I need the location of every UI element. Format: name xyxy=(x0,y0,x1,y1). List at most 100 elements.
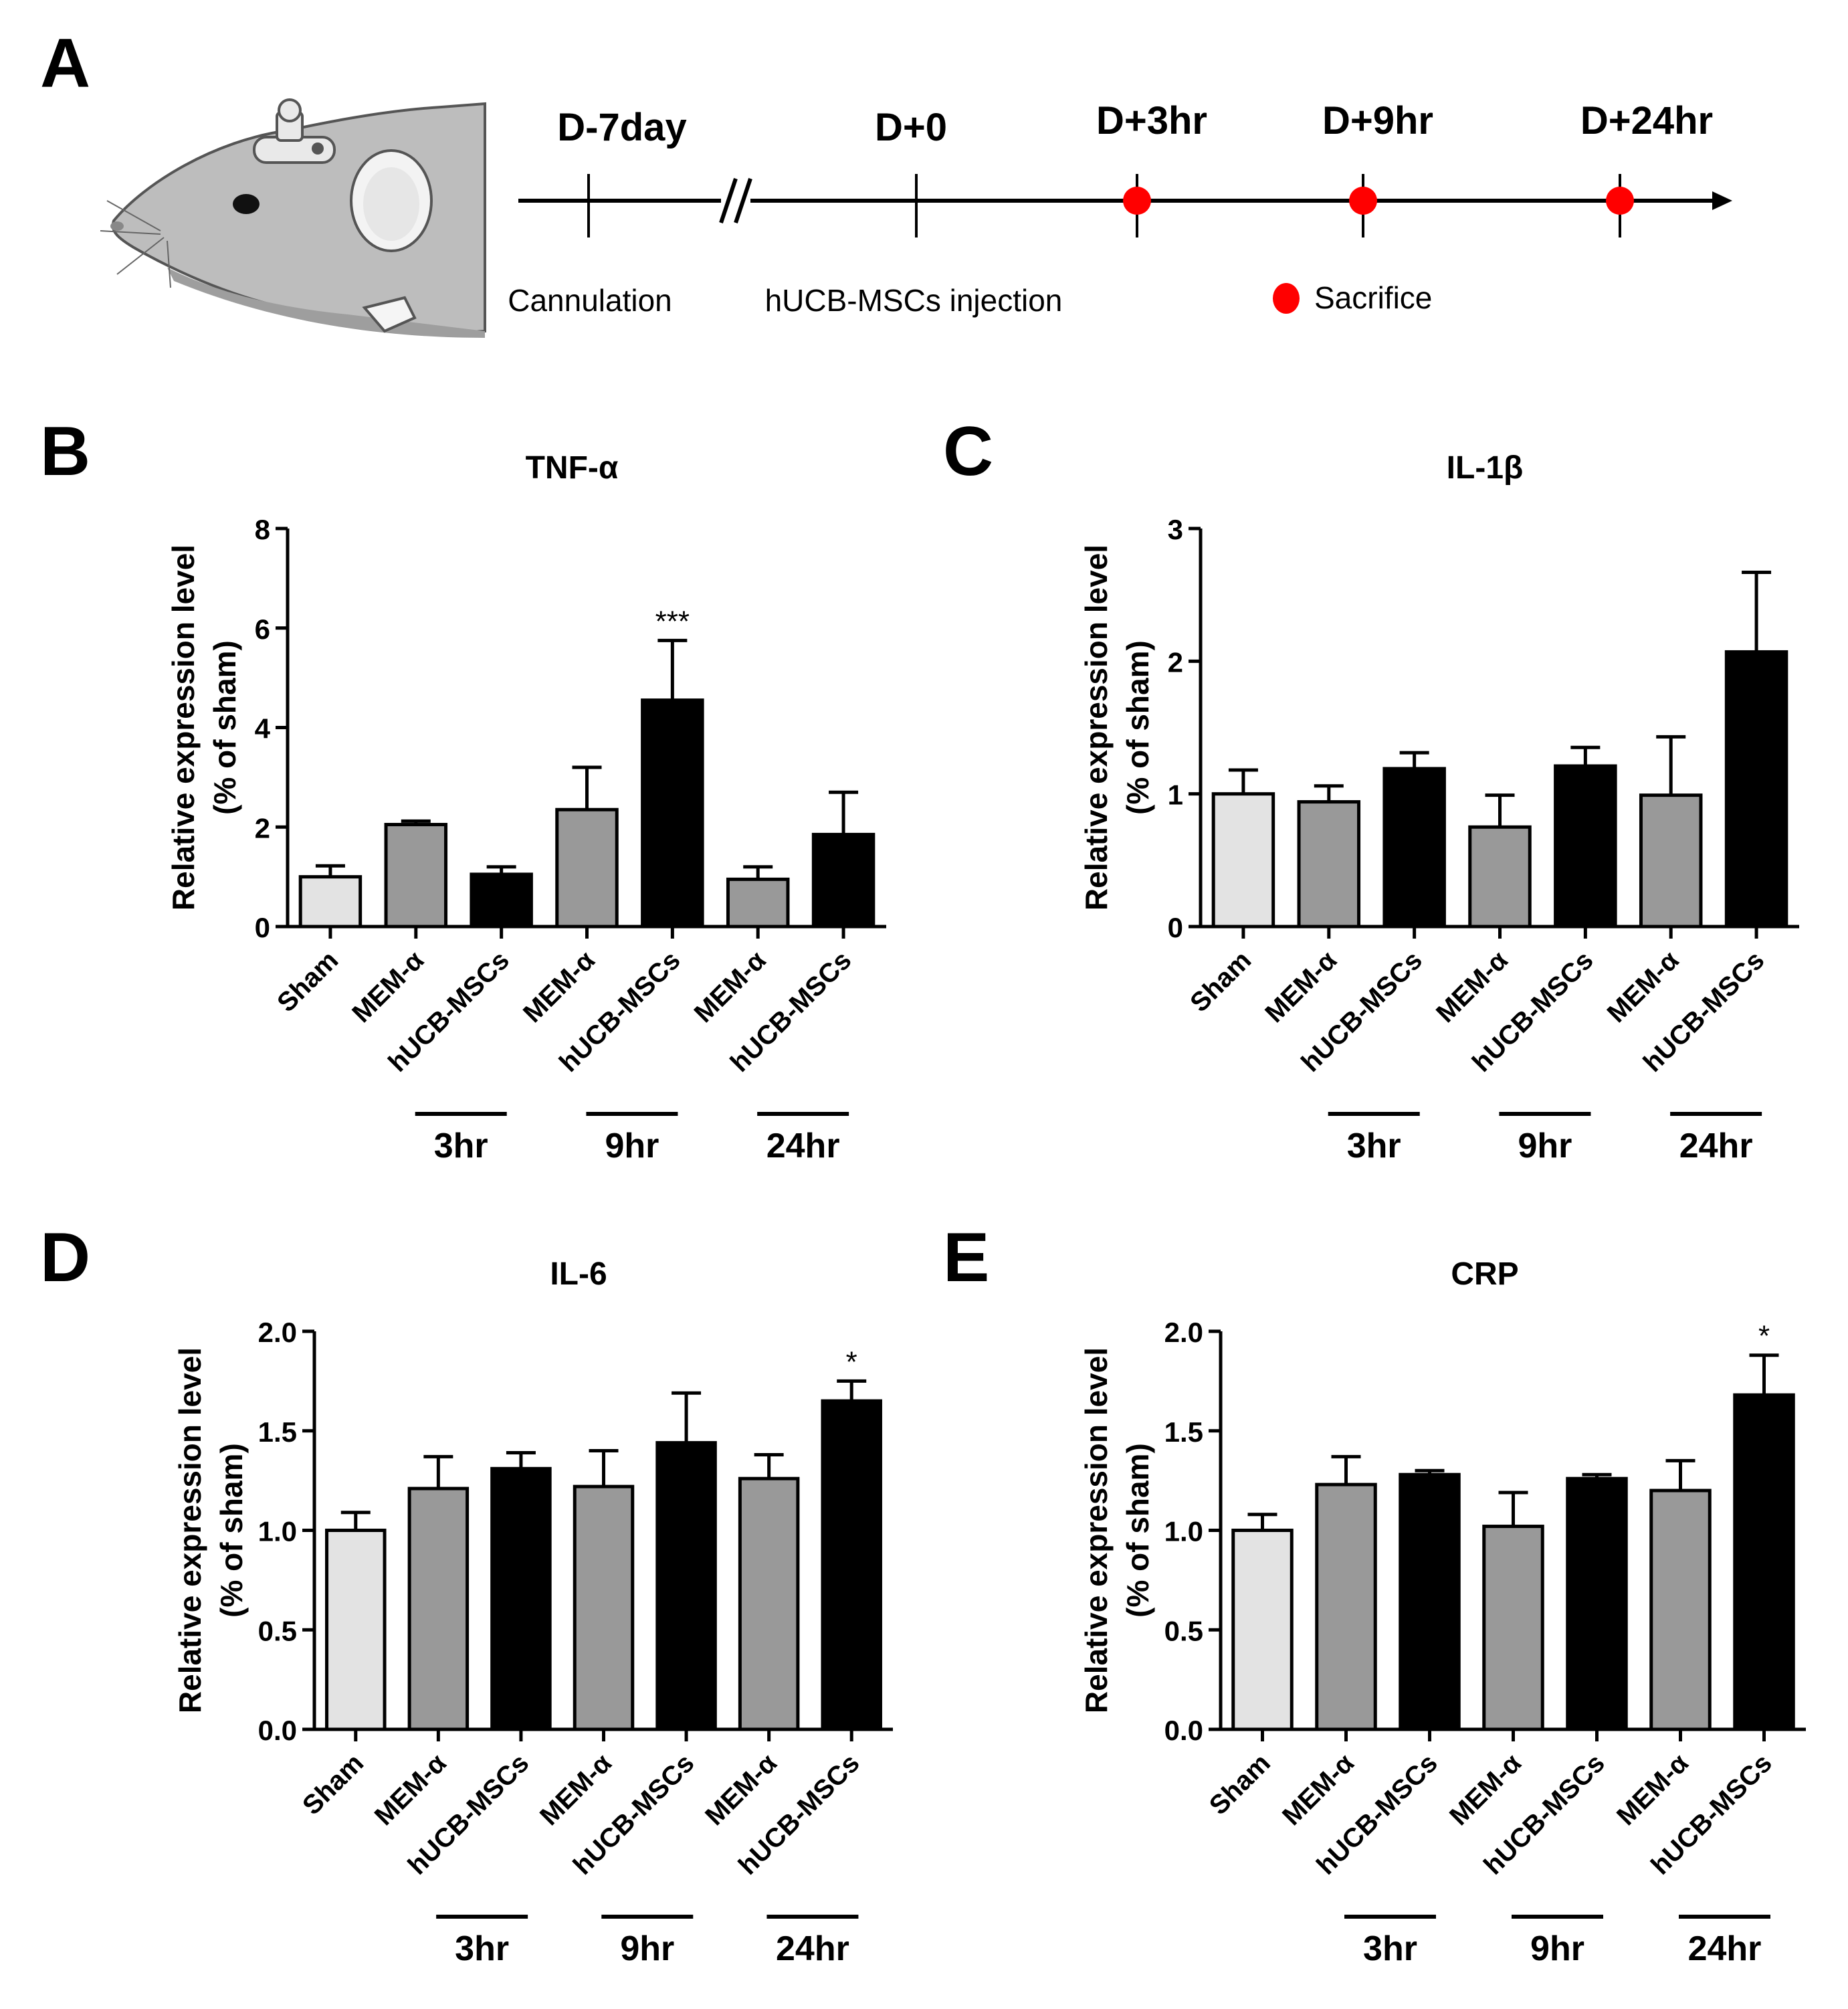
timepoint-label: D+0 xyxy=(875,106,947,149)
timepoint-label: D+24hr xyxy=(1580,99,1713,142)
chart-plot: 0 2 4 6 8 Relative expression level (% of sham… xyxy=(166,514,886,1165)
bar xyxy=(821,1399,882,1731)
bar xyxy=(1399,1472,1461,1731)
group-label: 24hr xyxy=(1679,1127,1753,1165)
y-tick-label: 0 xyxy=(1168,912,1183,943)
y-tick-label: 4 xyxy=(255,713,271,745)
bar xyxy=(555,807,619,929)
bar xyxy=(1382,767,1446,929)
x-tick-label: MEM-α xyxy=(1277,1748,1360,1831)
y-axis-label: Relative expression level xyxy=(173,1347,207,1713)
x-tick-label: MEM-α xyxy=(518,945,601,1028)
x-tick-label: Sham xyxy=(1204,1748,1276,1820)
x-tick-label: Sham xyxy=(297,1748,369,1820)
red-dot-icon xyxy=(1273,283,1300,314)
timepoint-label: D-7day xyxy=(557,106,686,149)
y-tick-label: 1.5 xyxy=(1164,1416,1203,1448)
x-tick-label: MEM-α xyxy=(700,1748,783,1831)
panel-e-label: E xyxy=(943,1219,989,1297)
rat-head-with-cannula-icon xyxy=(100,98,486,338)
axis-break-icon xyxy=(719,178,752,223)
bar xyxy=(1649,1489,1712,1731)
x-tick-label: MEM-α xyxy=(346,945,429,1028)
group-label: 24hr xyxy=(766,1127,840,1165)
y-axis-label: Relative expression level xyxy=(1079,545,1114,911)
event-label-cannulation: Cannulation xyxy=(508,283,672,318)
chart-plot: 0.0 0.5 1.0 1.5 2.0 Relative expression level… xyxy=(173,1317,893,1968)
bar xyxy=(1639,793,1703,929)
x-tick-label: MEM-α xyxy=(689,945,772,1028)
y-tick-label: 1.0 xyxy=(1164,1516,1203,1547)
y-tick-label: 8 xyxy=(255,514,270,545)
bar xyxy=(641,698,704,929)
event-label-injection: hUCB-MSCs injection xyxy=(765,283,1063,318)
significance-marker: * xyxy=(1758,1320,1770,1353)
y-tick-label: 2.0 xyxy=(1164,1317,1203,1348)
y-axis-label-unit: (% of sham) xyxy=(1120,640,1155,815)
bar xyxy=(407,1487,470,1731)
bar xyxy=(726,877,790,929)
x-tick-label: Sham xyxy=(272,945,344,1018)
bar xyxy=(384,823,448,929)
y-tick-label: 1.5 xyxy=(258,1416,297,1448)
chart-title: IL-6 xyxy=(550,1256,607,1292)
timepoint-label: D+9hr xyxy=(1322,99,1433,142)
sacrifice-dot-24hr xyxy=(1606,187,1634,215)
bar xyxy=(490,1466,552,1731)
sacrifice-legend-label: Sacrifice xyxy=(1314,280,1432,315)
panel-b: B TNF-α 0 2 4 6 8 Relative expression level (%… xyxy=(40,413,886,1165)
bar xyxy=(325,1529,387,1731)
bar xyxy=(1297,800,1361,929)
bar xyxy=(811,832,876,929)
group-label: 24hr xyxy=(776,1929,849,1968)
y-tick-label: 6 xyxy=(255,613,270,645)
bar xyxy=(738,1476,800,1731)
bar xyxy=(655,1441,717,1731)
bar xyxy=(298,875,363,929)
group-label: 9hr xyxy=(620,1929,674,1968)
timepoint-label: D+3hr xyxy=(1096,99,1207,142)
panel-d-label: D xyxy=(40,1219,90,1297)
bar xyxy=(1566,1476,1628,1731)
y-axis-label-unit: (% of sham) xyxy=(207,640,242,815)
panel-b-label: B xyxy=(40,413,90,490)
y-tick-label: 0.5 xyxy=(258,1615,297,1646)
x-tick-label: Sham xyxy=(1185,945,1257,1018)
x-tick-label: MEM-α xyxy=(1602,945,1685,1028)
chart-title: CRP xyxy=(1451,1256,1518,1292)
y-tick-label: 0 xyxy=(255,912,270,943)
y-tick-label: 0.0 xyxy=(1164,1715,1203,1746)
sacrifice-dot-3hr xyxy=(1123,187,1151,215)
panel-a-label: A xyxy=(40,25,90,102)
y-tick-label: 2 xyxy=(1168,646,1183,678)
significance-marker: * xyxy=(846,1345,857,1378)
group-label: 9hr xyxy=(605,1127,659,1165)
y-tick-label: 0.5 xyxy=(1164,1615,1203,1646)
y-tick-label: 2.0 xyxy=(258,1317,297,1348)
group-label: 3hr xyxy=(1347,1127,1401,1165)
group-label: 3hr xyxy=(1363,1929,1417,1968)
bar xyxy=(1554,764,1617,929)
y-tick-label: 2 xyxy=(255,812,270,844)
group-label: 24hr xyxy=(1688,1929,1762,1968)
y-axis-label: Relative expression level xyxy=(1079,1347,1114,1713)
y-tick-label: 0.0 xyxy=(258,1715,297,1746)
bar xyxy=(1482,1525,1544,1731)
chart-title: IL-1β xyxy=(1447,450,1524,486)
panel-c-label: C xyxy=(943,413,993,490)
group-label: 3hr xyxy=(434,1127,488,1165)
x-tick-label: MEM-α xyxy=(1431,945,1514,1028)
x-tick-label: MEM-α xyxy=(534,1748,617,1831)
bar xyxy=(1211,792,1275,929)
y-axis-label-unit: (% of sham) xyxy=(214,1443,249,1618)
chart-title: TNF-α xyxy=(526,450,619,486)
timeline-arrowhead xyxy=(1712,191,1732,210)
bar xyxy=(1724,650,1788,929)
bar xyxy=(573,1485,635,1731)
y-tick-label: 1 xyxy=(1168,779,1183,811)
sacrifice-dot-9hr xyxy=(1349,187,1377,215)
bar xyxy=(1468,825,1532,929)
significance-marker: *** xyxy=(655,605,690,638)
x-tick-label: MEM-α xyxy=(1259,945,1342,1028)
